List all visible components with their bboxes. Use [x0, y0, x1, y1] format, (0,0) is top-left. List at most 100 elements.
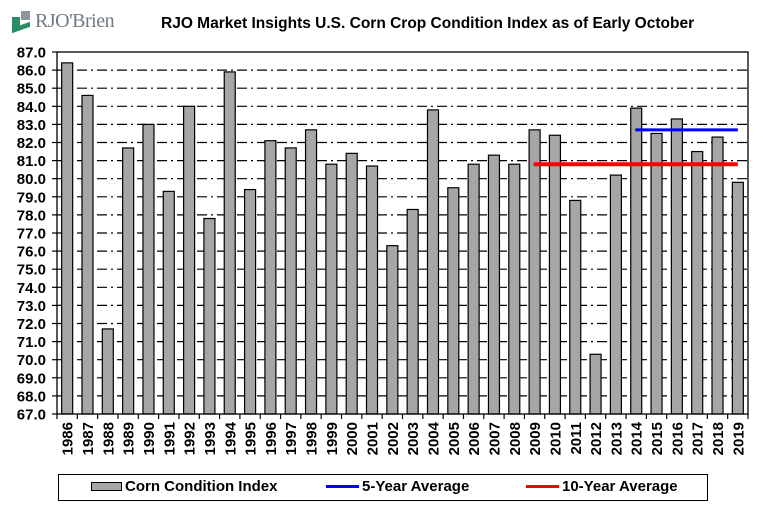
x-tick-label: 2016: [669, 422, 686, 455]
bar-1986: [61, 62, 74, 415]
x-tick-label: 2004: [425, 421, 442, 455]
x-tick-label: 2007: [486, 422, 503, 455]
x-tick-label: 2015: [649, 422, 666, 455]
x-tick-label: 2003: [405, 422, 422, 455]
x-tick-label: 1998: [304, 422, 321, 455]
x-tick-label: 1992: [182, 422, 199, 455]
legend-label: Corn Condition Index: [125, 478, 278, 495]
bar-2011: [569, 199, 582, 415]
logo-mark-icon: [12, 11, 32, 34]
y-tick-label: 67.0: [17, 407, 46, 424]
y-tick-label: 85.0: [17, 81, 46, 98]
bar-2014: [630, 107, 643, 415]
x-tick-label: 1995: [243, 422, 260, 455]
bar-1995: [243, 188, 257, 415]
x-tick-label: 1986: [60, 422, 77, 455]
x-tick-label: 1993: [202, 422, 219, 455]
bar-2008: [508, 163, 521, 415]
brand-logo: RJO'Brien: [12, 9, 115, 34]
chart-title: RJO Market Insights U.S. Corn Crop Condi…: [161, 15, 695, 32]
bar-1992: [183, 105, 196, 415]
y-tick-label: 82.0: [17, 135, 46, 152]
y-axis-ticks: 67.0 68.069.070.071.072.073.074.075.076.0…: [17, 45, 57, 424]
legend-item-5yr: 5-Year Average: [326, 478, 469, 495]
x-tick-label: 1994: [222, 421, 239, 455]
y-tick-label: 78.0: [17, 207, 46, 224]
bar-2015: [650, 132, 663, 415]
logo-text: RJO'Brien: [35, 9, 115, 32]
x-tick-label: 2019: [730, 422, 747, 455]
bar-1991: [162, 190, 175, 415]
y-tick-label: 77.0: [17, 226, 46, 243]
x-tick-label: 2010: [547, 422, 564, 455]
legend-label: 5-Year Average: [362, 478, 470, 495]
bar-2006: [467, 163, 480, 415]
x-tick-label: 1999: [324, 422, 341, 455]
gridlines: [57, 69, 748, 397]
x-tick-label: 2001: [365, 422, 382, 455]
legend-swatch-red-line: [526, 485, 559, 488]
bar-1998: [304, 129, 318, 415]
x-tick-label: 1988: [100, 422, 117, 455]
y-tick-label: 87.0: [17, 45, 46, 62]
x-tick-label: 2012: [588, 422, 605, 455]
legend-item-10yr: 10-Year Average: [526, 478, 678, 495]
x-tick-label: 2013: [608, 422, 625, 455]
bar-1994: [223, 71, 236, 415]
bar-2009: [528, 129, 541, 415]
bar-1990: [142, 123, 155, 415]
bar-2005: [447, 187, 460, 415]
bar-1999: [325, 163, 338, 415]
y-tick-label: 76.0: [17, 244, 46, 261]
x-tick-label: 2018: [710, 422, 727, 455]
legend: Corn Condition Index 5-Year Average 10-Y…: [58, 474, 708, 501]
y-tick-label: 70.0: [17, 352, 46, 369]
y-tick-label: 86.0: [17, 63, 46, 80]
y-tick-label: 74.0: [17, 280, 46, 297]
x-tick-label: 1996: [263, 422, 280, 455]
y-tick-label: 79.0: [17, 189, 46, 206]
y-tick-label: 75.0: [17, 262, 46, 279]
x-tick-label: 2006: [466, 422, 483, 455]
bar-1993: [203, 217, 216, 415]
legend-swatch-blue-line: [326, 485, 359, 488]
y-tick-label: 84.0: [17, 99, 46, 116]
legend-label: 10-Year Average: [562, 478, 678, 495]
x-tick-label: 2017: [690, 422, 707, 455]
x-axis-ticks: 1986 1987 1988 1989 1990 1991 1992 1993 1994 1995…: [56, 414, 749, 455]
y-tick-label: 73.0: [17, 298, 46, 315]
bar-1989: [122, 147, 135, 415]
x-tick-label: 2000: [344, 422, 361, 455]
bar-2019: [731, 181, 744, 415]
x-tick-label: 1989: [121, 422, 138, 455]
y-tick-label: 69.0: [17, 370, 46, 387]
bar-2010: [548, 134, 562, 415]
bar-1996: [264, 140, 277, 415]
bar-2003: [406, 208, 419, 415]
bar-2004: [426, 109, 440, 415]
x-tick-label: 1997: [283, 422, 300, 455]
x-tick-label: 1991: [161, 422, 178, 455]
bar-2013: [609, 174, 622, 415]
y-tick-label: 72.0: [17, 316, 46, 333]
x-tick-label: 2002: [385, 422, 402, 455]
x-tick-label: 2014: [629, 421, 646, 455]
x-tick-label: 2005: [446, 422, 463, 455]
bar-2002: [386, 245, 399, 415]
x-tick-label: 1990: [141, 422, 158, 455]
average-lines: [533, 128, 738, 167]
y-tick-label: 80.0: [17, 171, 46, 188]
x-tick-label: 1987: [80, 422, 97, 455]
bar-1997: [284, 147, 297, 415]
bar-2007: [487, 154, 501, 415]
bar-2012: [589, 353, 602, 415]
bar-2001: [365, 165, 379, 415]
legend-swatch-bar: [91, 482, 122, 491]
y-tick-label: 81.0: [17, 153, 46, 170]
legend-item-corn-index: Corn Condition Index: [91, 478, 277, 495]
bar-1988: [101, 328, 114, 415]
y-tick-label: 71.0: [17, 334, 46, 351]
bar-2018: [711, 136, 724, 415]
bars: [61, 62, 744, 415]
